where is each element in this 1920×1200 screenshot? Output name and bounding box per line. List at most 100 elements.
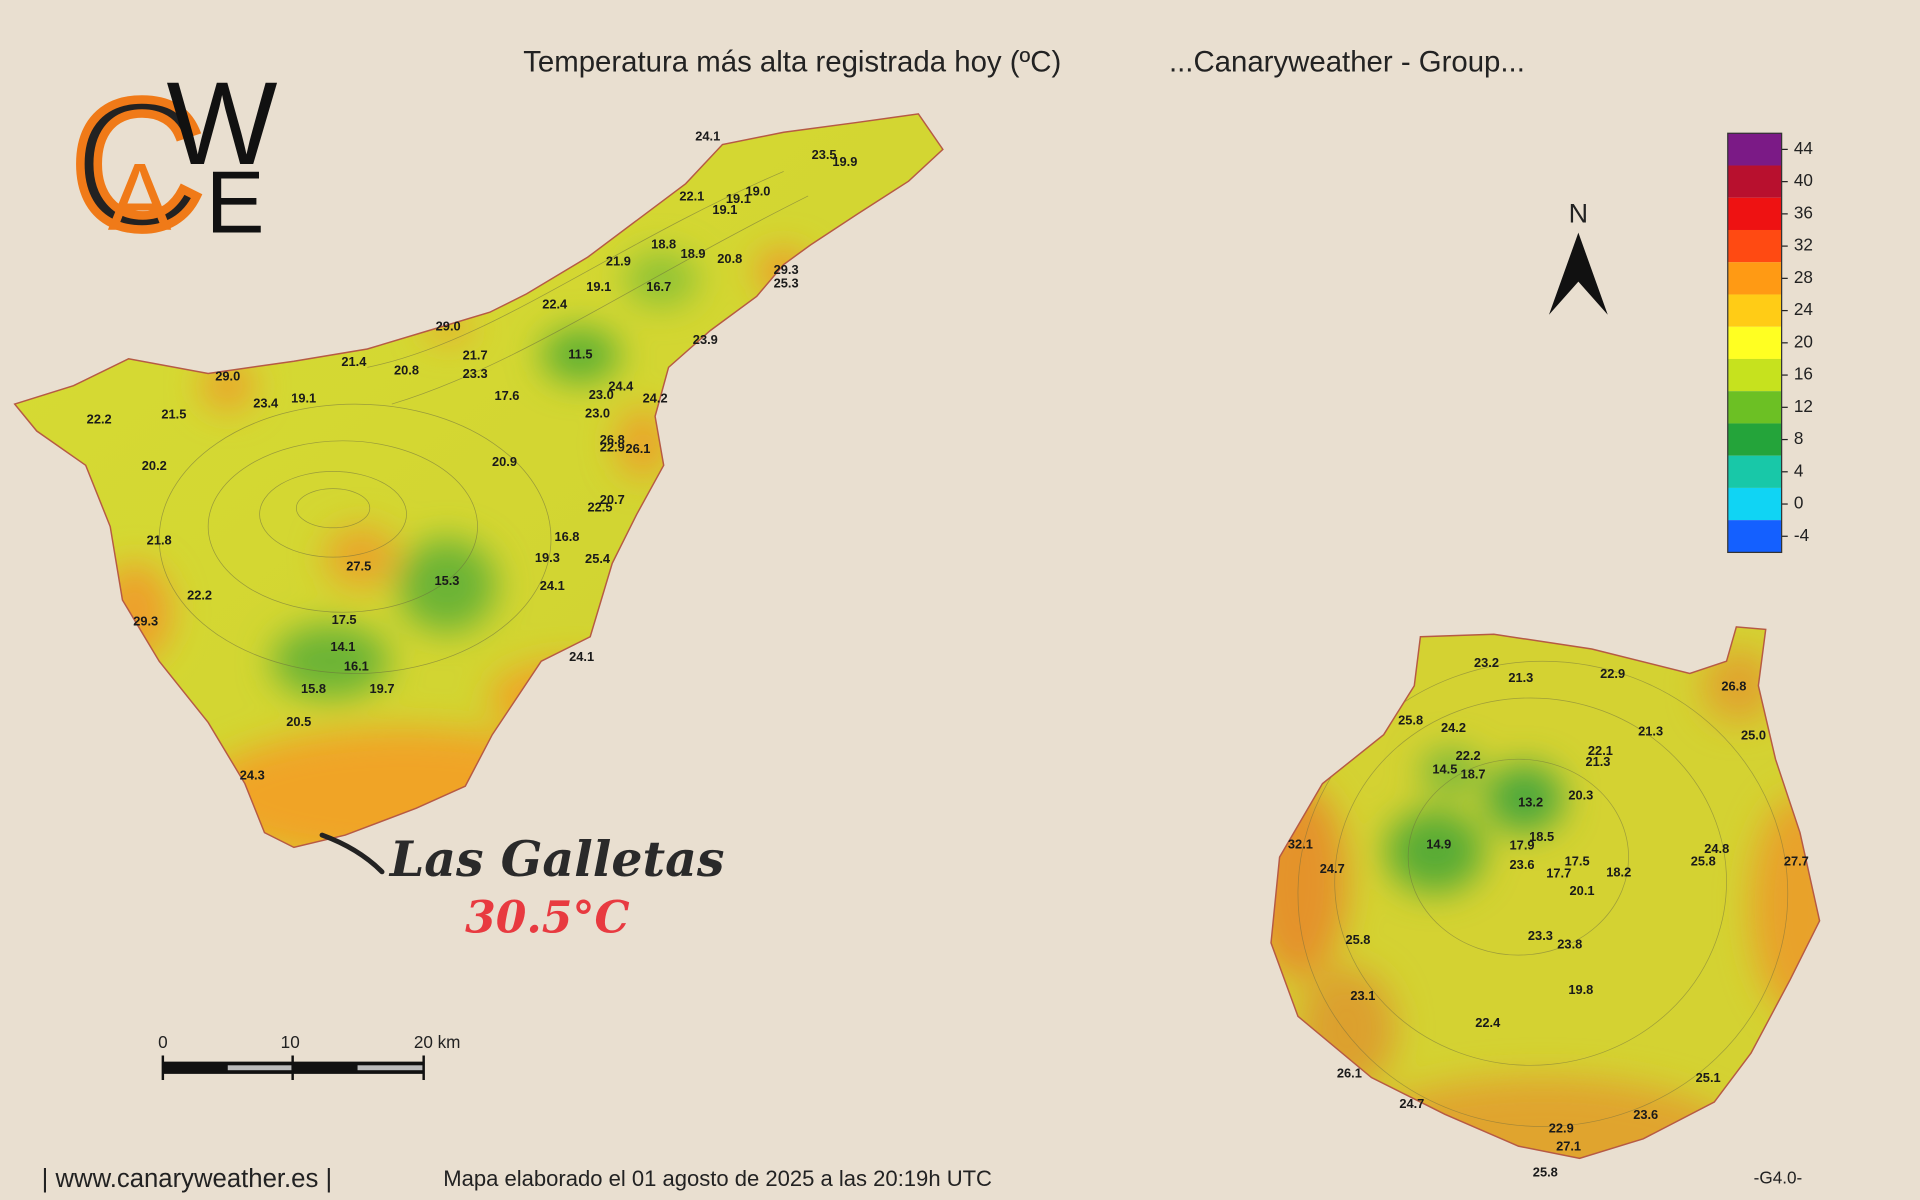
station-label: 29.3	[133, 613, 158, 628]
station-label: 19.1	[586, 279, 611, 294]
station-label: 21.8	[147, 533, 172, 548]
station-label: 26.8	[1721, 678, 1746, 693]
legend-swatch	[1727, 262, 1782, 295]
footer-site: | www.canaryweather.es |	[42, 1165, 333, 1193]
station-label: 24.8	[1704, 841, 1729, 856]
place-value: 30.5°C	[465, 892, 629, 943]
station-label: 20.8	[394, 362, 419, 377]
legend-swatch	[1727, 197, 1782, 230]
station-label: 17.6	[494, 388, 519, 403]
legend-swatch	[1727, 455, 1782, 488]
station-label: 25.8	[1398, 713, 1423, 728]
legend-label: 40	[1794, 170, 1813, 190]
station-label: 23.6	[1633, 1107, 1658, 1122]
station-label: 22.1	[679, 189, 704, 204]
station-label: 27.7	[1784, 853, 1809, 868]
station-label: 22.9	[1600, 666, 1625, 681]
legend-label: 12	[1794, 396, 1813, 416]
station-label: 23.2	[1474, 655, 1499, 670]
station-label: 32.1	[1288, 836, 1313, 851]
station-label: 16.7	[646, 279, 671, 294]
station-label: 24.1	[540, 578, 565, 593]
legend-swatch	[1727, 520, 1782, 553]
station-label: 23.9	[693, 332, 718, 347]
station-label: 19.3	[535, 550, 560, 565]
station-label: 27.1	[1556, 1139, 1581, 1154]
footer-version: -G4.0-	[1754, 1168, 1803, 1188]
station-label: 25.3	[774, 275, 799, 290]
legend-label: 16	[1794, 364, 1813, 384]
logo-letter: C	[71, 62, 204, 267]
station-label: 16.8	[554, 529, 579, 544]
logo-letter: A	[108, 145, 172, 251]
station-label: 18.9	[681, 246, 706, 261]
station-label: 23.8	[1557, 937, 1582, 952]
station-label: 26.8	[600, 432, 625, 447]
legend-swatch	[1727, 133, 1782, 166]
station-label: 20.9	[492, 454, 517, 469]
station-label: 16.1	[344, 659, 369, 674]
station-label: 25.8	[1691, 853, 1716, 868]
footer-date: Mapa elaborado el 01 agosto de 2025 a la…	[443, 1166, 992, 1191]
station-label: 11.5	[568, 346, 592, 361]
station-label: 23.1	[1350, 988, 1375, 1003]
scale-bar: 0 10 20 km	[158, 1032, 460, 1080]
legend-label: 32	[1794, 235, 1813, 255]
station-label: 19.1	[712, 202, 737, 217]
station-label: 23.3	[463, 366, 488, 381]
station-label: 22.4	[1475, 1015, 1501, 1030]
north-label: N	[1569, 199, 1588, 229]
place-name: Las Galletas	[388, 830, 725, 888]
station-label: 24.7	[1320, 861, 1345, 876]
pointer-line	[319, 832, 385, 875]
station-label: 24.1	[695, 129, 720, 144]
station-label: 22.2	[87, 411, 112, 426]
station-label: 19.7	[370, 681, 395, 696]
station-label: 24.2	[1441, 720, 1466, 735]
station-label: 19.8	[1568, 982, 1593, 997]
scale-label: 10	[281, 1032, 300, 1052]
station-label: 23.4	[253, 395, 279, 410]
station-label: 21.3	[1638, 724, 1663, 739]
legend-label: 28	[1794, 267, 1813, 287]
station-label: 17.5	[332, 612, 357, 627]
station-label: 25.0	[1741, 727, 1766, 742]
station-label: 22.5	[588, 500, 613, 515]
station-label: 23.0	[585, 405, 610, 420]
station-label: 29.0	[215, 369, 240, 384]
station-label: 14.5	[1432, 762, 1457, 777]
station-label: 21.5	[161, 406, 186, 421]
station-label: 24.3	[240, 768, 265, 783]
station-label: 22.9	[600, 440, 625, 455]
scale-label: 0	[158, 1032, 168, 1052]
station-label: 14.9	[1426, 836, 1451, 851]
scale-label: 20 km	[414, 1032, 461, 1052]
map-title: Temperatura más alta registrada hoy (ºC)	[523, 45, 1061, 78]
station-label: 17.5	[1565, 853, 1590, 868]
station-label: 24.4	[608, 378, 634, 393]
station-label: 24.1	[569, 649, 594, 664]
station-label: 21.7	[463, 348, 488, 363]
station-label: 20.7	[600, 492, 625, 507]
station-label: 18.7	[1461, 766, 1486, 781]
station-label: 20.2	[142, 458, 167, 473]
station-label: 23.3	[1528, 928, 1553, 943]
station-label: 22.2	[1456, 748, 1481, 763]
station-label: 14.1	[330, 639, 355, 654]
legend-swatch	[1727, 391, 1782, 424]
station-label: 18.5	[1529, 829, 1554, 844]
station-label: 24.7	[1399, 1096, 1424, 1111]
legend-swatch	[1727, 487, 1782, 521]
station-label: 18.8	[651, 236, 676, 251]
station-label: 23.6	[1510, 857, 1535, 872]
legend-swatch	[1727, 229, 1782, 263]
station-label: 17.7	[1546, 866, 1571, 881]
station-label: 17.9	[1510, 838, 1535, 853]
station-label: 23.0	[589, 387, 614, 402]
legend-label: 0	[1794, 493, 1804, 513]
station-label: 20.8	[717, 251, 742, 266]
station-label: 22.2	[187, 588, 212, 603]
station-label: 22.1	[1588, 743, 1613, 758]
legend-frame	[1727, 132, 1783, 554]
